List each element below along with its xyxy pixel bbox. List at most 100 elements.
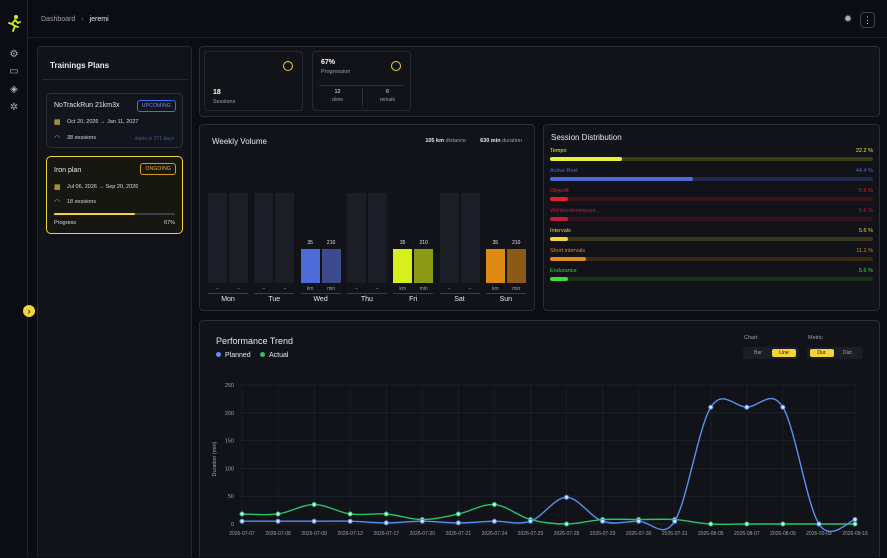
settings-icon[interactable]: ✲ bbox=[9, 102, 19, 113]
y-tick-label: 150 bbox=[225, 439, 234, 445]
unit-km: – bbox=[447, 286, 451, 292]
unit-km: – bbox=[216, 286, 219, 292]
y-tick-label: 250 bbox=[225, 383, 234, 389]
day-underline bbox=[208, 293, 248, 294]
status-badge: UPCOMING bbox=[136, 100, 176, 112]
distribution-fill bbox=[550, 237, 569, 241]
divider bbox=[362, 88, 363, 106]
value-min: 210 bbox=[512, 240, 521, 246]
unit-min: – bbox=[237, 286, 240, 292]
distribution-track bbox=[550, 177, 873, 181]
x-tick-label: 2026-08-05 bbox=[698, 531, 724, 537]
data-point-planned bbox=[311, 518, 317, 524]
day-label: Sat bbox=[454, 296, 465, 303]
progression-label: Progression bbox=[321, 69, 351, 75]
x-tick-label: 2026-07-25 bbox=[518, 531, 544, 537]
day-label: Wed bbox=[313, 296, 328, 303]
distribution-fill bbox=[550, 177, 694, 181]
data-point-planned bbox=[491, 518, 497, 524]
data-point-actual bbox=[455, 511, 461, 517]
chart-line-option[interactable]: Line bbox=[772, 349, 796, 357]
plan-dates: ▦ Jul 06, 2026 → Sep 20, 2026 bbox=[54, 184, 139, 191]
metric-distance-option[interactable]: Dist. bbox=[843, 350, 853, 356]
unit-min: min bbox=[512, 286, 521, 292]
weekly-distance: 105 km distance bbox=[425, 138, 466, 144]
x-tick-label: 2026-07-07 bbox=[229, 531, 255, 537]
x-tick-label: 2026-07-17 bbox=[373, 531, 399, 537]
y-tick-label: 50 bbox=[228, 494, 234, 500]
distribution-label: Short intervals bbox=[550, 248, 586, 254]
x-tick-label: 2026-07-21 bbox=[446, 531, 472, 537]
plan-sessions: ◠ 38 sessions bbox=[54, 135, 97, 142]
theme-toggle-icon[interactable]: ✹ bbox=[843, 14, 853, 25]
check-circle-icon bbox=[391, 61, 401, 71]
series-line-actual bbox=[241, 503, 855, 526]
data-point-planned bbox=[239, 518, 245, 524]
expand-sidebar-button[interactable]: › bbox=[23, 305, 35, 317]
session-distribution-title: Session Distribution bbox=[551, 133, 622, 142]
y-tick-label: 100 bbox=[225, 466, 234, 472]
unit-min: min bbox=[419, 286, 428, 292]
more-menu-button[interactable]: ⋮ bbox=[860, 12, 875, 28]
plan-dates: ▦ Oct 20, 2026 → Jan 11, 2027 bbox=[54, 119, 139, 126]
unit-km: km bbox=[491, 286, 499, 292]
distribution-percent: 11.1 % bbox=[856, 248, 873, 254]
plan-card-ongoing[interactable]: Iron plan ONGOING ▦ Jul 06, 2026 → Sep 20… bbox=[46, 156, 183, 234]
dashboard-icon[interactable]: ⚙ bbox=[9, 49, 19, 60]
metric-duration-option[interactable]: Dur. bbox=[810, 349, 834, 357]
breadcrumb: Dashboard › jeremi bbox=[41, 16, 109, 23]
folder-icon[interactable]: ▭ bbox=[9, 66, 19, 77]
data-point-planned bbox=[852, 517, 858, 523]
plan-start-link[interactable]: starts in 271 days bbox=[134, 136, 174, 142]
performance-trend-title: Performance Trend bbox=[216, 336, 294, 346]
empty-bar-km bbox=[346, 193, 366, 283]
session-distribution-panel: Session Distribution Tempo 22.2 % Active R… bbox=[543, 124, 880, 311]
day-label: Mon bbox=[221, 296, 235, 303]
legend-actual[interactable]: Actual bbox=[260, 352, 288, 359]
day-underline bbox=[346, 293, 387, 294]
x-tick-label: 2026-08-09 bbox=[770, 531, 796, 537]
series-line-planned bbox=[242, 397, 856, 533]
data-point-planned bbox=[600, 518, 606, 524]
sessions-label: Sessions bbox=[213, 99, 236, 105]
x-tick-label: 2026-07-24 bbox=[482, 531, 508, 537]
data-point-planned bbox=[275, 518, 281, 524]
x-tick-label: 2026-07-08 bbox=[265, 531, 291, 537]
data-point-actual bbox=[564, 521, 570, 527]
sessions-value: 18 bbox=[213, 89, 221, 96]
legend-planned[interactable]: Planned bbox=[216, 352, 251, 359]
x-tick-label: 2026-07-20 bbox=[410, 531, 436, 537]
performance-trend-chart: 0 50 100 150 200 250 2026-07-07 2026-07-08 2026-… bbox=[212, 383, 868, 537]
unit-km: – bbox=[262, 286, 266, 292]
value-km: 35 bbox=[399, 240, 406, 246]
layers-icon[interactable]: ◈ bbox=[10, 84, 18, 95]
data-point-planned bbox=[527, 518, 533, 524]
day-label: Sun bbox=[499, 296, 513, 303]
unit-min: – bbox=[468, 286, 472, 292]
minus-circle-icon bbox=[283, 61, 293, 71]
unit-min: – bbox=[283, 286, 287, 292]
data-point-actual bbox=[347, 511, 353, 517]
chart-bar-option[interactable]: Bar bbox=[754, 350, 762, 356]
data-point-actual bbox=[383, 511, 389, 517]
data-point-actual bbox=[852, 521, 858, 527]
chevron-right-icon: › bbox=[81, 16, 84, 23]
y-tick-label: 200 bbox=[225, 411, 234, 417]
plan-card-upcoming[interactable]: NoTrackRun 21km3x UPCOMING ▦ Oct 20, 2026… bbox=[46, 93, 183, 148]
distribution-label: Withinonkmeasure... bbox=[550, 208, 601, 214]
gauge-icon: ◠ bbox=[54, 135, 61, 142]
distribution-percent: 5.6 % bbox=[858, 228, 873, 234]
unit-km: – bbox=[355, 286, 358, 292]
day-underline bbox=[393, 293, 434, 294]
runner-logo-icon[interactable] bbox=[6, 14, 22, 32]
data-point-planned bbox=[347, 518, 353, 524]
distribution-label: Intervals bbox=[550, 228, 571, 234]
x-tick-label: 2026-07-28 bbox=[554, 531, 580, 537]
data-point-planned bbox=[383, 520, 389, 526]
bar-min bbox=[506, 249, 526, 283]
distribution-track bbox=[550, 237, 873, 241]
performance-trend-panel: Performance Trend Planned Actual Chart B… bbox=[199, 320, 880, 557]
breadcrumb-dashboard[interactable]: Dashboard bbox=[41, 16, 76, 23]
calendar-icon: ▦ bbox=[54, 184, 61, 191]
distribution-track bbox=[550, 157, 873, 161]
